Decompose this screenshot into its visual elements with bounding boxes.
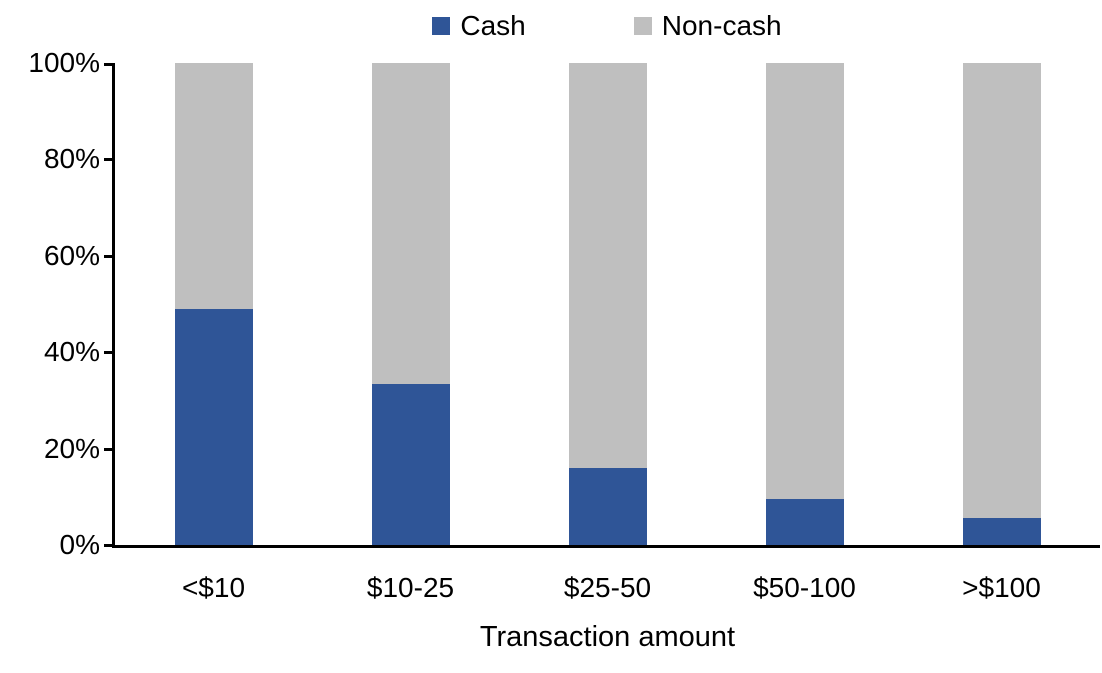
y-axis-tick [104, 544, 112, 547]
bar-segment-noncash [174, 63, 253, 309]
y-axis-tick [104, 351, 112, 354]
bar-slot [509, 63, 706, 545]
legend-label-cash: Cash [460, 10, 526, 41]
y-tick-label: 80% [43, 143, 100, 174]
y-tick-label: 20% [43, 433, 100, 464]
stacked-bar [765, 63, 844, 545]
y-axis-tick [104, 448, 112, 451]
x-axis-title: Transaction amount [479, 621, 736, 653]
y-tick-label: 0% [59, 529, 100, 560]
bar-segment-cash [371, 383, 450, 545]
x-tick-label: <$10 [181, 572, 246, 603]
bar-segment-cash [174, 308, 253, 545]
bar-segment-noncash [371, 63, 450, 384]
bar-segment-noncash [568, 63, 647, 468]
bar-segment-noncash [765, 63, 844, 500]
bar-segment-noncash [962, 63, 1041, 519]
stacked-bar [962, 63, 1041, 545]
bar-segment-cash [962, 518, 1041, 545]
bar-slot [903, 63, 1100, 545]
y-tick-label: 100% [28, 47, 100, 78]
bar-slot [312, 63, 509, 545]
legend-swatch-cash-icon [432, 17, 451, 35]
bar-segment-cash [765, 499, 844, 545]
bar-slot [115, 63, 312, 545]
legend-item-cash: Cash [432, 10, 526, 42]
legend-label-noncash: Non-cash [661, 10, 782, 41]
y-axis-tick [104, 63, 112, 66]
y-tick-label: 40% [43, 336, 100, 367]
stacked-bar [371, 63, 450, 545]
stacked-bar [568, 63, 647, 545]
x-tick-label: $25-50 [563, 572, 652, 603]
plot-area [104, 63, 1100, 548]
bar-segment-cash [568, 467, 647, 545]
legend-swatch-noncash-icon [633, 17, 652, 35]
stacked-bar [174, 63, 253, 545]
x-tick-label: >$100 [962, 572, 1041, 603]
bar-slot [706, 63, 903, 545]
y-tick-label: 60% [43, 240, 100, 271]
legend-item-noncash: Non-cash [633, 10, 782, 42]
legend: Cash Non-cash [112, 10, 1102, 42]
x-tick-label: $50-100 [753, 572, 856, 603]
y-axis-tick [104, 158, 112, 161]
y-axis-tick [104, 255, 112, 258]
x-tick-label: $10-25 [366, 572, 455, 603]
